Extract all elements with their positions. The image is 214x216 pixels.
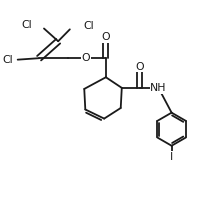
Text: I: I bbox=[170, 152, 173, 162]
Text: O: O bbox=[102, 32, 110, 42]
Text: O: O bbox=[82, 53, 90, 63]
Text: Cl: Cl bbox=[83, 21, 94, 31]
Text: O: O bbox=[135, 62, 144, 72]
Text: Cl: Cl bbox=[2, 55, 13, 65]
Text: Cl: Cl bbox=[21, 20, 32, 30]
Text: NH: NH bbox=[150, 83, 167, 93]
